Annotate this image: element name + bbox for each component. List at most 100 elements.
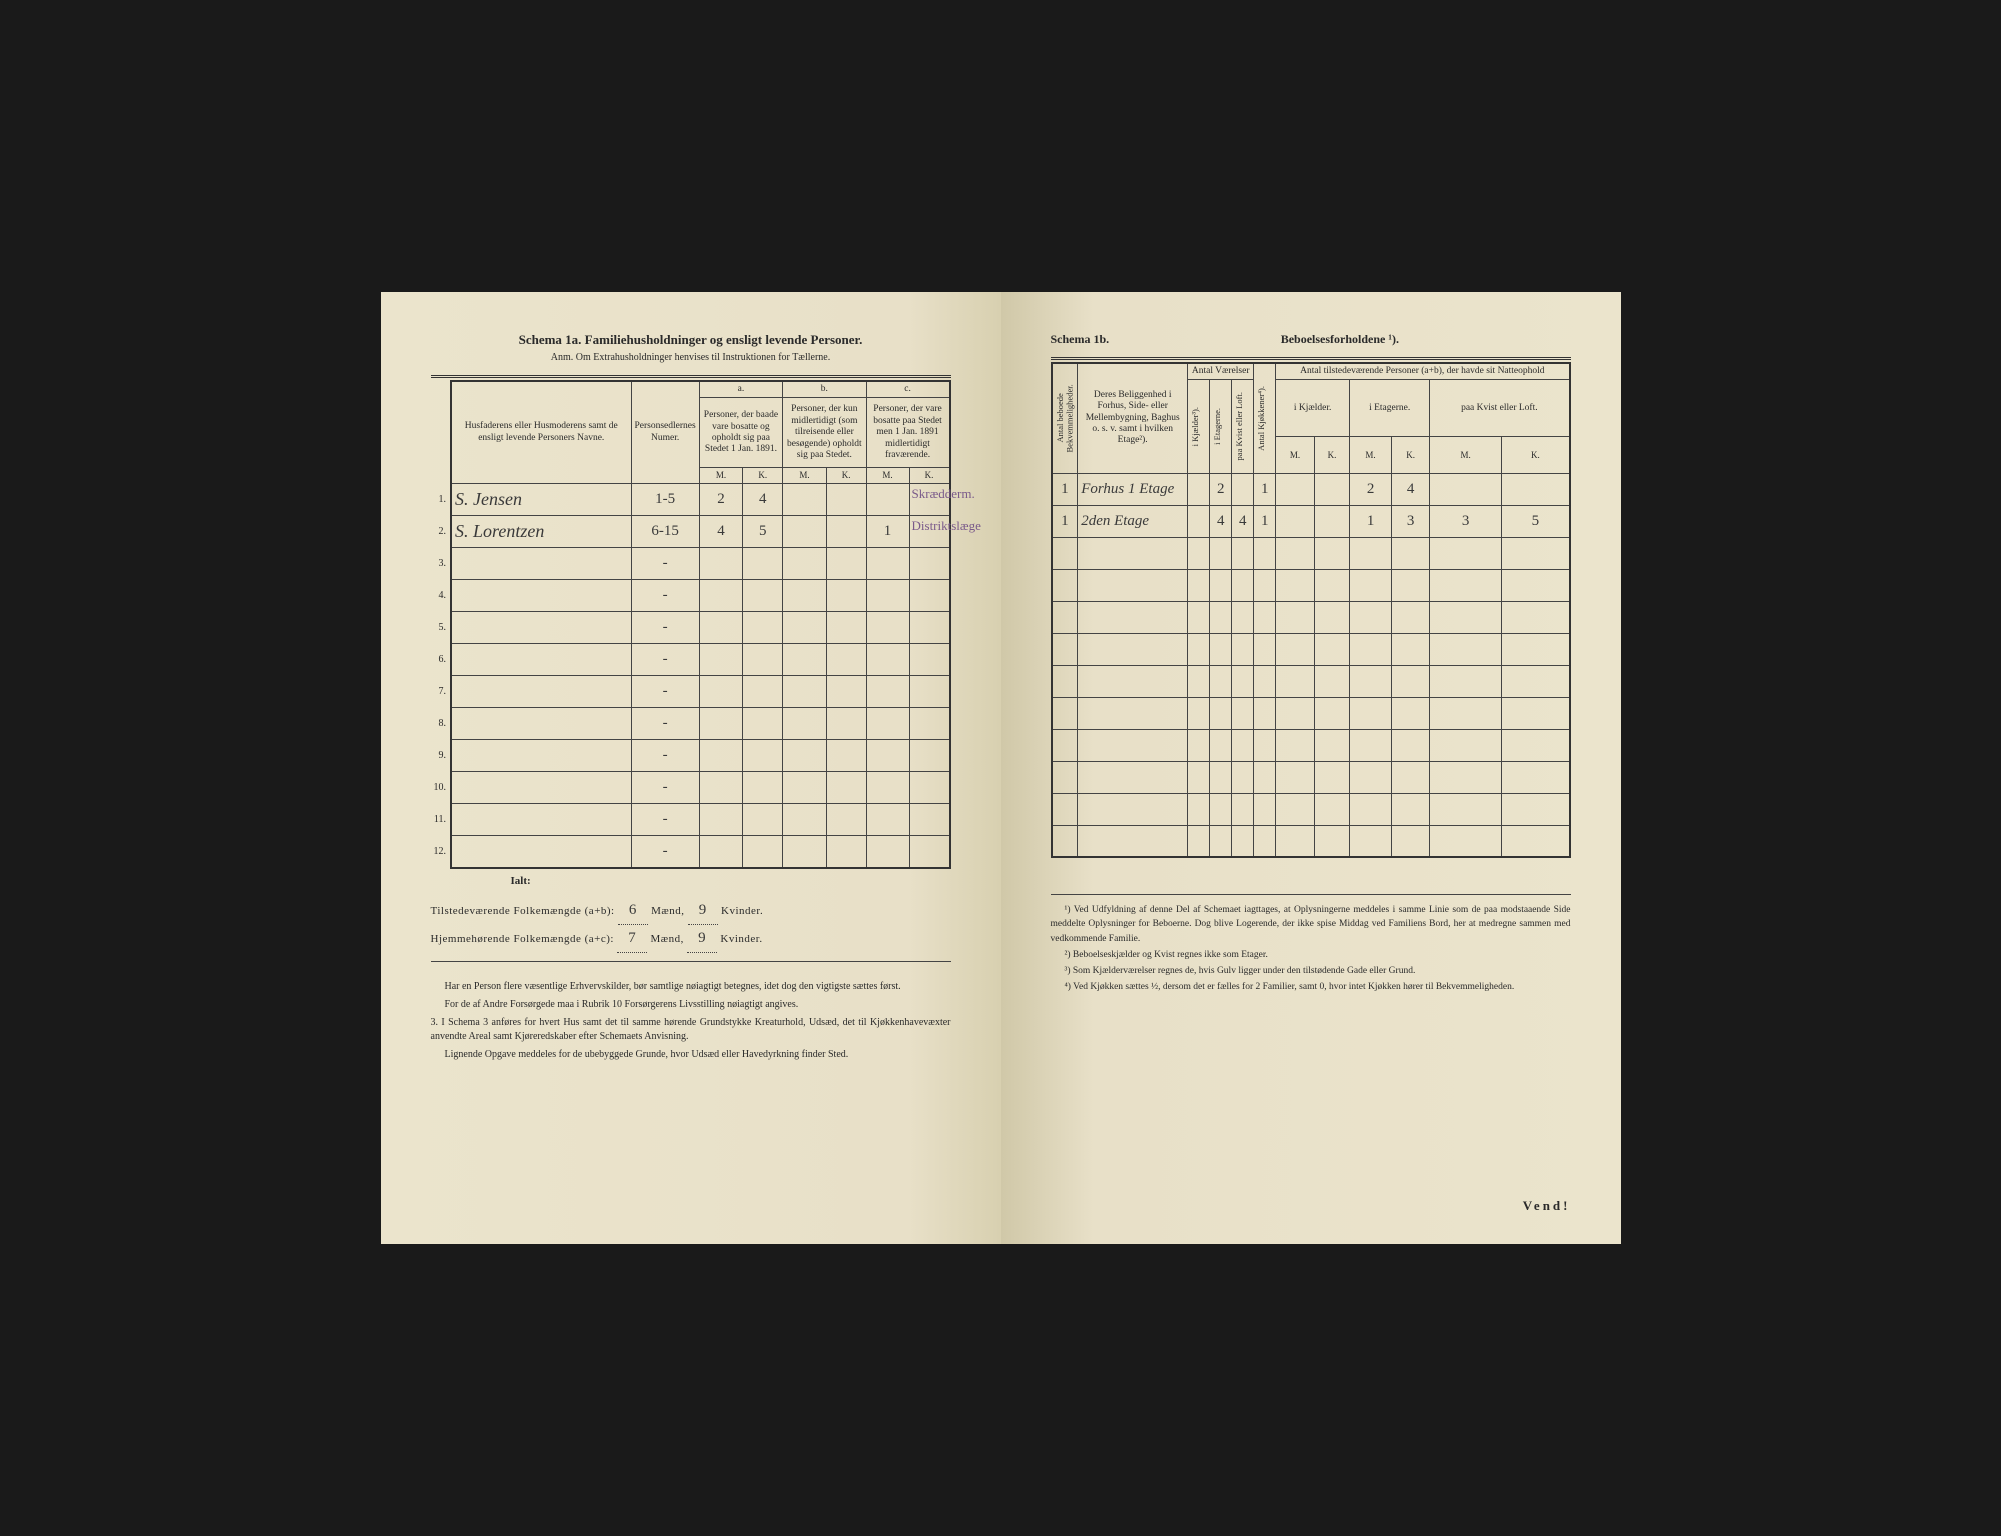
cell-kj: [1188, 537, 1210, 569]
cell-aK: [743, 548, 783, 580]
footnote-1: ¹) Ved Udfyldning af denne Del af Schema…: [1051, 903, 1571, 946]
cell-pEtM: [1350, 537, 1392, 569]
cell-num: -: [631, 740, 699, 772]
cell-pKvM: [1430, 473, 1502, 505]
cell-antal: [1052, 729, 1078, 761]
cell-cK: [909, 580, 949, 612]
schema-1b-table: Antal beboede Bekvemmeligheder. Deres Be…: [1051, 362, 1571, 858]
cell-kk: [1254, 793, 1276, 825]
col-k: K.: [826, 468, 866, 484]
cell-kv: [1232, 633, 1254, 665]
cell-kv: [1232, 569, 1254, 601]
table-row: 5. -: [431, 612, 950, 644]
table-row: 3. -: [431, 548, 950, 580]
cell-num: -: [631, 676, 699, 708]
cell-kv: [1232, 537, 1254, 569]
cell-aM: 4: [699, 516, 743, 548]
cell-pKjK: [1314, 729, 1349, 761]
table-row: [1052, 825, 1570, 857]
footer-p1: Har en Person flere væsentlige Erhvervsk…: [431, 980, 951, 994]
cell-cK: [909, 804, 949, 836]
cell-pKvK: [1502, 761, 1570, 793]
cell-cK: [909, 548, 949, 580]
table-row: [1052, 665, 1570, 697]
cell-pEtK: 4: [1391, 473, 1429, 505]
cell-pKjM: [1276, 473, 1315, 505]
cell-kj: [1188, 761, 1210, 793]
cell-pKvK: [1502, 697, 1570, 729]
cell-num: -: [631, 804, 699, 836]
cell-bK: [826, 740, 866, 772]
cell-kk: 1: [1254, 505, 1276, 537]
cell-cM: [866, 644, 909, 676]
cell-bK: [826, 644, 866, 676]
row-number: 12.: [431, 836, 452, 868]
cell-name: [451, 740, 631, 772]
cell-pKjK: [1314, 505, 1349, 537]
table-row: [1052, 729, 1570, 761]
cell-kj: [1188, 825, 1210, 857]
cell-kv: [1232, 697, 1254, 729]
cell-et: [1210, 569, 1232, 601]
cell-pKvM: [1430, 761, 1502, 793]
col-k: K.: [1502, 437, 1570, 473]
vend-label: Vend!: [1523, 1198, 1571, 1214]
cell-location: [1078, 729, 1188, 761]
cell-et: [1210, 729, 1232, 761]
cell-pKjM: [1276, 793, 1315, 825]
cell-pKvM: [1430, 537, 1502, 569]
summary-block: Tilstedeværende Folkemængde (a+b): 6 Mæn…: [431, 897, 951, 953]
cell-antal: 1: [1052, 505, 1078, 537]
cell-num: -: [631, 580, 699, 612]
cell-kk: [1254, 825, 1276, 857]
footnote-3: ³) Som Kjælderværelser regnes de, hvis G…: [1051, 964, 1571, 978]
cell-et: [1210, 697, 1232, 729]
cell-kj: [1188, 633, 1210, 665]
cell-cM: 1: [866, 516, 909, 548]
cell-num: 6-15: [631, 516, 699, 548]
cell-aK: [743, 772, 783, 804]
schema-1a-table: Husfaderens eller Husmoderens samt de en…: [431, 380, 951, 869]
cell-cM: [866, 612, 909, 644]
cell-pKjK: [1314, 665, 1349, 697]
cell-pEtM: [1350, 729, 1392, 761]
header-kj: i Kjælder³).: [1191, 407, 1200, 446]
header-p-kj: i Kjælder.: [1276, 380, 1350, 437]
cell-aK: [743, 804, 783, 836]
cell-name: [451, 548, 631, 580]
cell-pKvM: [1430, 697, 1502, 729]
cell-num: -: [631, 836, 699, 868]
table-row: [1052, 569, 1570, 601]
row-number: 6.: [431, 644, 452, 676]
cell-kk: [1254, 761, 1276, 793]
cell-pKjK: [1314, 537, 1349, 569]
header-c-text: Personer, der vare bosatte paa Stedet me…: [866, 398, 949, 468]
cell-bK: [826, 548, 866, 580]
cell-location: [1078, 793, 1188, 825]
cell-aM: [699, 644, 743, 676]
cell-antal: [1052, 825, 1078, 857]
cell-pKjM: [1276, 761, 1315, 793]
cell-antal: [1052, 761, 1078, 793]
cell-name: [451, 580, 631, 612]
cell-cK: [909, 612, 949, 644]
col-k: K.: [1391, 437, 1429, 473]
cell-name: S. Jensen: [451, 484, 631, 516]
table-row: 6. -: [431, 644, 950, 676]
col-m: M.: [1350, 437, 1392, 473]
cell-cM: [866, 804, 909, 836]
cell-aK: [743, 740, 783, 772]
cell-pKjM: [1276, 505, 1315, 537]
row-number: 10.: [431, 772, 452, 804]
cell-location: 2den Etage: [1078, 505, 1188, 537]
cell-num: -: [631, 548, 699, 580]
sum2-m: 7: [617, 925, 647, 953]
cell-cM: [866, 740, 909, 772]
cell-pKjM: [1276, 665, 1315, 697]
cell-et: [1210, 633, 1232, 665]
cell-kj: [1188, 665, 1210, 697]
cell-et: [1210, 601, 1232, 633]
table-row: 2. S. Lorentzen 6-15 4 5 1 Distriktslæge: [431, 516, 950, 548]
cell-name: S. Lorentzen: [451, 516, 631, 548]
cell-bK: [826, 772, 866, 804]
